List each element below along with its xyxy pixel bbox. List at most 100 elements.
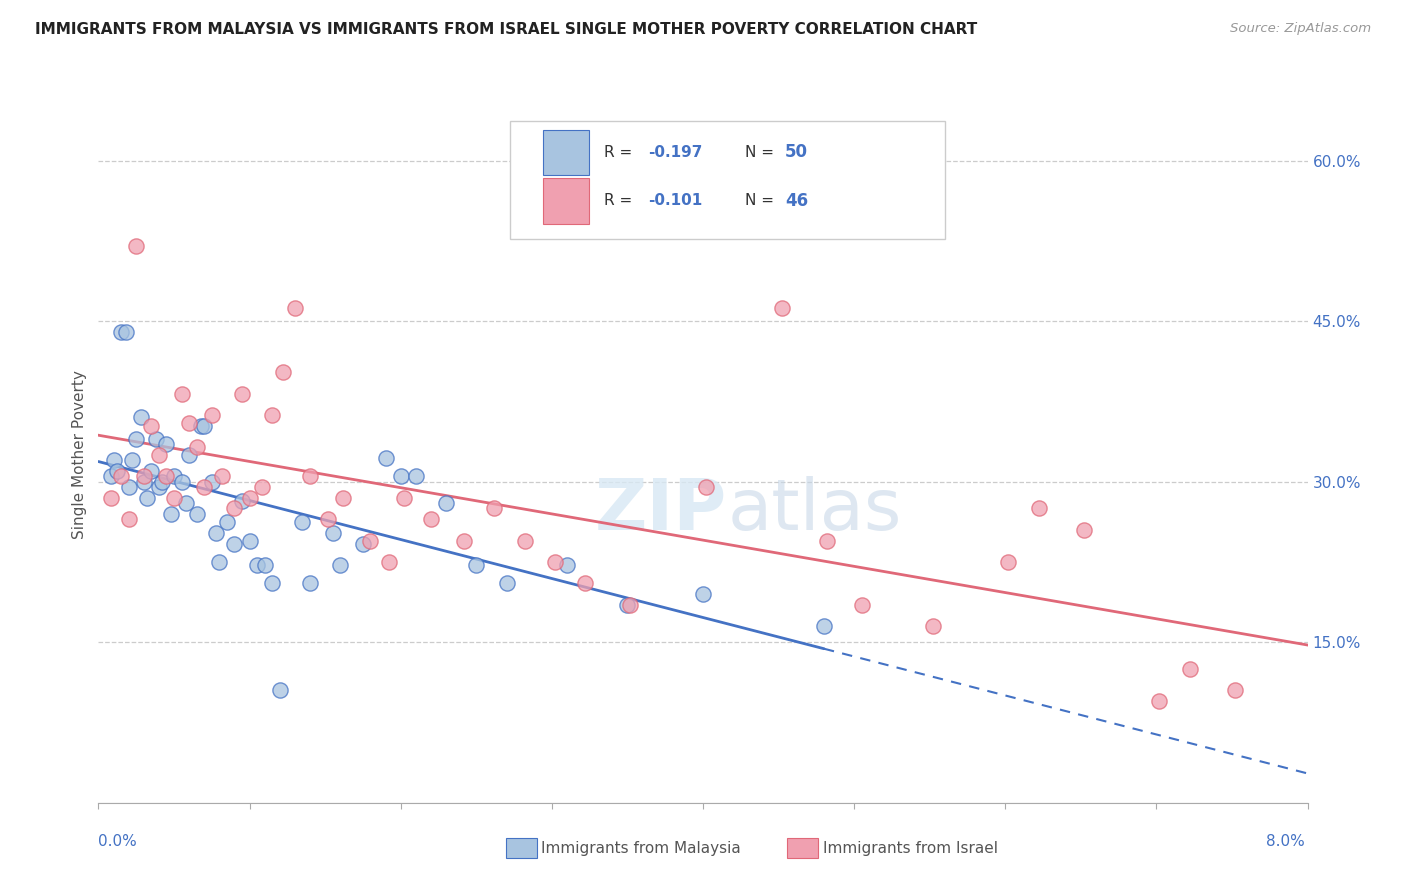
Point [103, 453, 125, 467]
Point [148, 480, 170, 494]
Point [163, 491, 186, 505]
Point [1223, 683, 1246, 698]
Point [186, 441, 208, 455]
Bar [543, 129, 589, 175]
Point [513, 533, 536, 548]
Point [132, 469, 155, 483]
Point [208, 555, 231, 569]
Point [148, 448, 170, 462]
Point [770, 301, 793, 316]
Point [141, 464, 163, 478]
Point [135, 491, 157, 505]
Point [1178, 662, 1201, 676]
Point [239, 491, 262, 505]
Point [125, 432, 148, 446]
Point [186, 507, 208, 521]
Point [231, 494, 253, 508]
Point [377, 555, 399, 569]
Point [100, 491, 122, 505]
Point [150, 475, 173, 489]
Point [163, 469, 186, 483]
Point [619, 598, 641, 612]
Point [997, 555, 1019, 569]
Point [121, 453, 143, 467]
Point [284, 301, 307, 316]
Point [118, 480, 141, 494]
Point [190, 419, 212, 434]
Point [193, 480, 215, 494]
Point [332, 491, 354, 505]
Point [360, 533, 382, 548]
Point [389, 469, 412, 483]
Point [231, 387, 253, 401]
Text: Immigrants from Malaysia: Immigrants from Malaysia [541, 841, 741, 855]
Point [246, 558, 269, 573]
Point [224, 501, 246, 516]
Point [145, 432, 167, 446]
Point [352, 537, 374, 551]
Point [129, 410, 152, 425]
Point [160, 507, 183, 521]
Point [201, 409, 224, 423]
Point [465, 558, 488, 573]
Point [1073, 523, 1095, 537]
Y-axis label: Single Mother Poverty: Single Mother Poverty [72, 370, 87, 540]
Point [110, 469, 132, 483]
Point [574, 576, 596, 591]
Text: 8.0%: 8.0% [1265, 834, 1305, 849]
Point [434, 496, 457, 510]
Point [262, 409, 284, 423]
Point [1149, 694, 1171, 708]
Point [815, 533, 838, 548]
Text: N =: N = [745, 145, 779, 160]
Text: 46: 46 [785, 192, 808, 210]
Point [215, 516, 238, 530]
Point [555, 558, 578, 573]
Point [453, 533, 475, 548]
Point [329, 558, 352, 573]
Point [201, 475, 224, 489]
Point [695, 480, 717, 494]
Point [193, 419, 215, 434]
Point [299, 469, 322, 483]
Point [118, 512, 141, 526]
Point [155, 469, 177, 483]
Point [392, 491, 415, 505]
Point [224, 537, 246, 551]
Point [405, 469, 427, 483]
Point [100, 469, 122, 483]
Text: Source: ZipAtlas.com: Source: ZipAtlas.com [1230, 22, 1371, 36]
Point [141, 419, 163, 434]
Point [692, 587, 714, 601]
Point [921, 619, 943, 633]
Point [170, 387, 193, 401]
FancyBboxPatch shape [509, 121, 945, 239]
Point [484, 501, 506, 516]
Text: R =: R = [603, 145, 637, 160]
Point [105, 464, 128, 478]
Text: ZIP: ZIP [595, 476, 727, 545]
Point [250, 480, 273, 494]
Text: IMMIGRANTS FROM MALAYSIA VS IMMIGRANTS FROM ISRAEL SINGLE MOTHER POVERTY CORRELA: IMMIGRANTS FROM MALAYSIA VS IMMIGRANTS F… [35, 22, 977, 37]
Point [269, 683, 291, 698]
Point [322, 526, 344, 541]
Point [179, 448, 201, 462]
Point [239, 533, 262, 548]
Point [179, 416, 201, 430]
Point [174, 496, 197, 510]
Text: Immigrants from Israel: Immigrants from Israel [823, 841, 997, 855]
Point [132, 475, 155, 489]
Point [544, 555, 567, 569]
Text: -0.197: -0.197 [648, 145, 703, 160]
Point [125, 239, 148, 253]
Text: N =: N = [745, 194, 779, 209]
Point [114, 325, 136, 339]
Point [851, 598, 873, 612]
Point [495, 576, 517, 591]
Point [170, 475, 193, 489]
Point [420, 512, 443, 526]
Point [271, 366, 294, 380]
Text: -0.101: -0.101 [648, 194, 703, 209]
Point [813, 619, 835, 633]
Point [316, 512, 339, 526]
